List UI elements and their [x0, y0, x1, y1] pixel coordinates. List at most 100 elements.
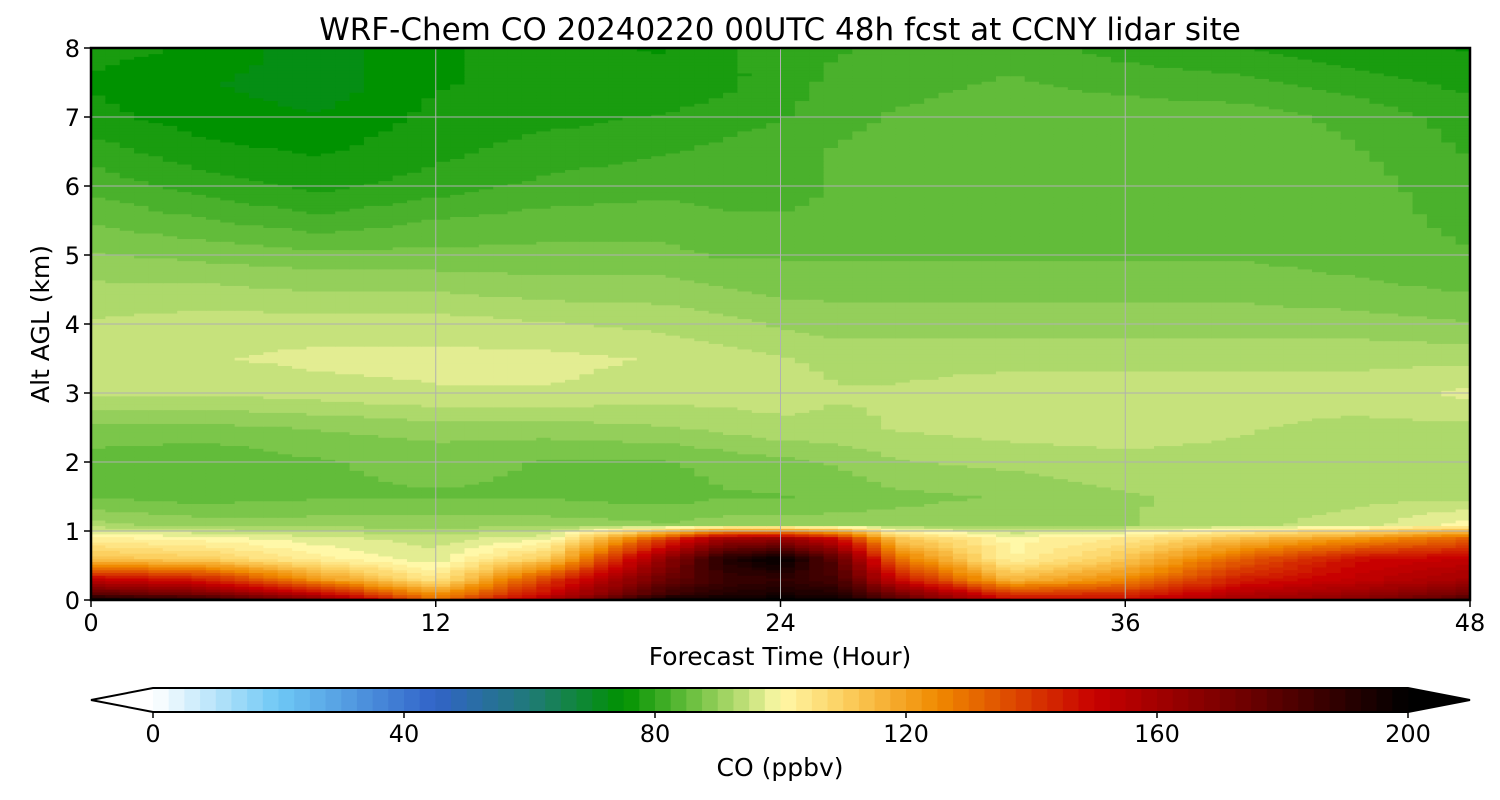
heatmap-cell [536, 547, 552, 551]
heatmap-cell [708, 539, 724, 543]
heatmap-cell [995, 561, 1011, 565]
heatmap-cell [148, 467, 164, 471]
heatmap-cell [952, 539, 968, 543]
heatmap-cell [105, 467, 121, 471]
heatmap-cell [938, 495, 954, 499]
heatmap-cell [148, 500, 164, 504]
heatmap-cell [177, 528, 193, 532]
heatmap-cell [1283, 533, 1299, 538]
heatmap-cell [1412, 558, 1428, 562]
heatmap-cell [823, 588, 839, 593]
heatmap-cell [909, 531, 925, 535]
heatmap-cell [809, 506, 825, 510]
heatmap-cell [162, 536, 178, 540]
heatmap-cell [881, 555, 897, 560]
heatmap-cell [852, 489, 868, 493]
heatmap-cell [1182, 575, 1198, 579]
heatmap-cell [780, 478, 796, 482]
heatmap-cell [881, 492, 897, 496]
heatmap-cell [335, 511, 351, 516]
heatmap-cell [751, 495, 767, 499]
heatmap-cell [809, 484, 825, 488]
heatmap-cell [622, 542, 638, 546]
heatmap-cell [565, 555, 580, 560]
heatmap-cell [967, 517, 983, 521]
heatmap-cell [881, 564, 897, 568]
heatmap-cell [435, 522, 451, 527]
heatmap-cell [1024, 486, 1040, 491]
heatmap-cell [1110, 580, 1126, 585]
heatmap-cell [1254, 486, 1270, 491]
heatmap-cell [665, 514, 681, 518]
heatmap-cell [608, 486, 624, 491]
heatmap-cell [363, 544, 379, 549]
heatmap-cell [967, 566, 983, 571]
heatmap-cell [478, 481, 494, 485]
heatmap-cell [565, 583, 580, 587]
heatmap-cell [809, 500, 825, 504]
heatmap-cell [1096, 591, 1112, 596]
heatmap-cell [837, 508, 853, 513]
heatmap-cell [737, 566, 753, 571]
heatmap-cell [407, 547, 422, 551]
heatmap-cell [665, 572, 681, 576]
heatmap-cell [1197, 508, 1213, 513]
heatmap-cell [521, 577, 537, 582]
heatmap-cell [766, 489, 782, 493]
heatmap-cell [1211, 522, 1227, 527]
heatmap-cell [809, 547, 825, 551]
heatmap-cell [1225, 583, 1241, 587]
heatmap-cell [1039, 583, 1055, 587]
heatmap-cell [622, 481, 638, 485]
heatmap-cell [995, 514, 1011, 518]
heatmap-cell [550, 531, 566, 535]
heatmap-cell [1369, 481, 1385, 485]
heatmap-cell [292, 503, 308, 507]
heatmap-cell [105, 550, 121, 554]
heatmap-cell [162, 514, 178, 518]
heatmap-cell [249, 511, 264, 516]
heatmap-cell [1096, 547, 1112, 551]
heatmap-cell [177, 519, 193, 524]
heatmap-cell [1225, 528, 1241, 532]
heatmap-cell [780, 588, 796, 593]
heatmap-cell [1441, 555, 1457, 560]
heatmap-cell [550, 473, 566, 477]
heatmap-cell [1455, 569, 1471, 573]
heatmap-cell [938, 588, 954, 593]
heatmap-cell [780, 569, 796, 573]
heatmap-cell [1182, 481, 1198, 485]
heatmap-cell [349, 478, 365, 482]
heatmap-cell [1398, 594, 1414, 598]
heatmap-cell [967, 514, 983, 518]
heatmap-cell [952, 566, 968, 571]
heatmap-cell [407, 506, 422, 510]
heatmap-cell [895, 497, 911, 502]
heatmap-cell [593, 572, 609, 576]
heatmap-cell [507, 561, 523, 565]
heatmap-cell [320, 478, 336, 482]
heatmap-cell [1412, 492, 1428, 496]
heatmap-cell [205, 531, 221, 535]
heatmap-cell [809, 517, 825, 521]
heatmap-cell [292, 478, 308, 482]
heatmap-cell [608, 544, 624, 549]
heatmap-cell [1067, 539, 1083, 543]
heatmap-cell [435, 536, 451, 540]
heatmap-cell [1168, 470, 1184, 474]
heatmap-cell [636, 531, 652, 535]
heatmap-cell [565, 470, 580, 474]
heatmap-cell [1067, 508, 1083, 513]
heatmap-cell [536, 531, 552, 535]
heatmap-cell [1039, 517, 1055, 521]
heatmap-cell [895, 566, 911, 571]
heatmap-cell [1153, 528, 1169, 532]
heatmap-cell [335, 473, 351, 477]
heatmap-cell [780, 514, 796, 518]
heatmap-cell [1053, 539, 1069, 543]
heatmap-cell [952, 500, 968, 504]
heatmap-cell [1211, 564, 1227, 568]
heatmap-cell [105, 506, 121, 510]
heatmap-cell [794, 542, 810, 546]
heatmap-cell [1010, 519, 1026, 524]
